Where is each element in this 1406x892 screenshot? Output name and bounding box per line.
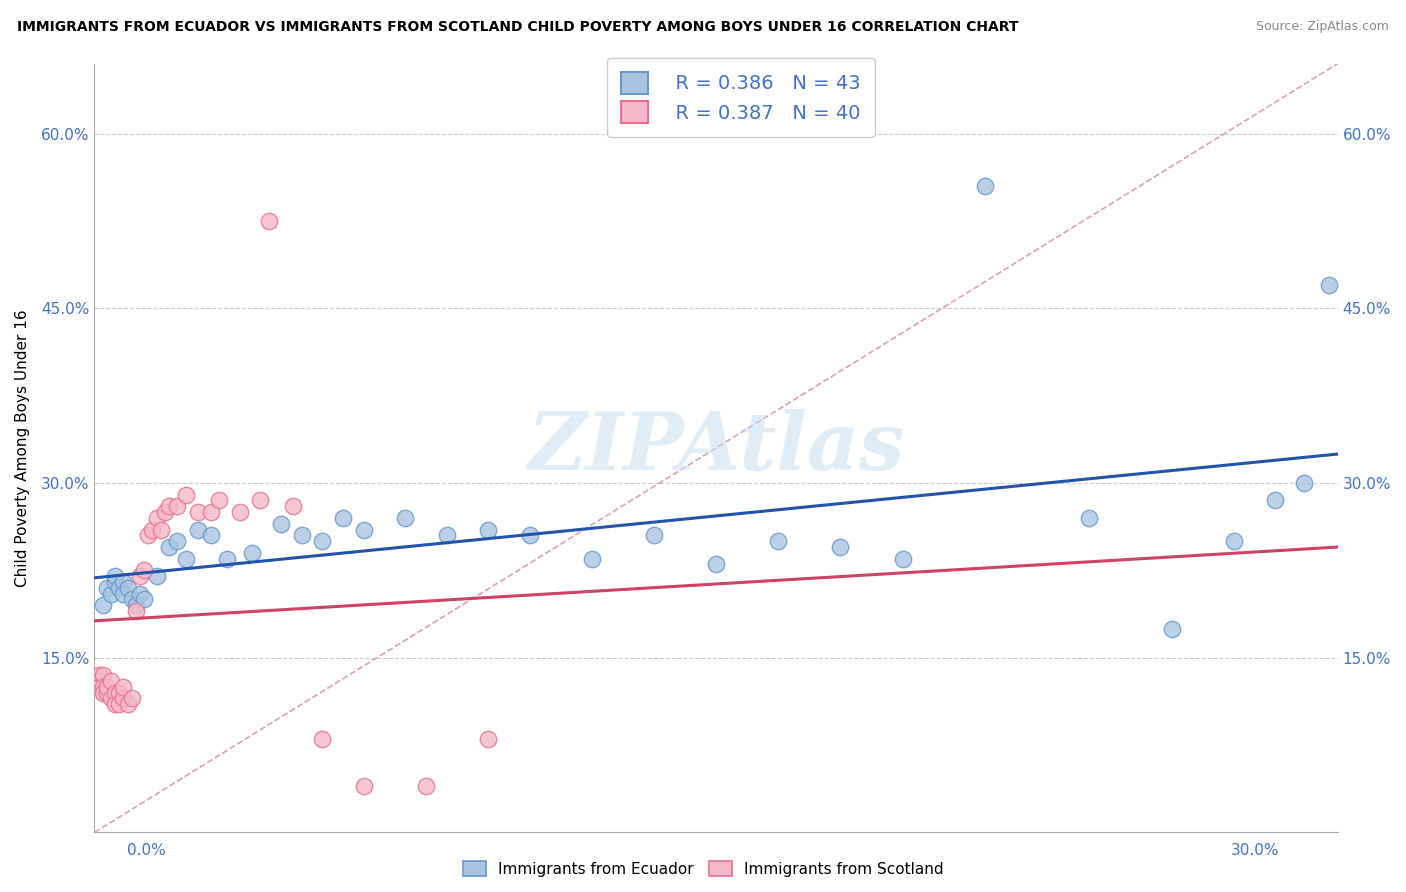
Point bbox=[157, 500, 180, 514]
Point bbox=[91, 599, 114, 613]
Point bbox=[1317, 277, 1340, 292]
Point bbox=[134, 592, 156, 607]
Point bbox=[108, 685, 131, 699]
Point bbox=[100, 586, 122, 600]
Point bbox=[138, 528, 160, 542]
Point bbox=[974, 178, 997, 193]
Point bbox=[830, 540, 852, 554]
Point bbox=[1078, 511, 1101, 525]
Point bbox=[257, 214, 280, 228]
Point bbox=[112, 574, 135, 589]
Point bbox=[1223, 534, 1246, 549]
Point bbox=[283, 500, 305, 514]
Point bbox=[153, 505, 176, 519]
Point bbox=[240, 546, 263, 560]
Point bbox=[104, 685, 127, 699]
Point bbox=[117, 581, 139, 595]
Point bbox=[96, 581, 118, 595]
Text: IMMIGRANTS FROM ECUADOR VS IMMIGRANTS FROM SCOTLAND CHILD POVERTY AMONG BOYS UND: IMMIGRANTS FROM ECUADOR VS IMMIGRANTS FR… bbox=[17, 20, 1018, 34]
Point bbox=[125, 599, 148, 613]
Point bbox=[91, 680, 114, 694]
Point bbox=[415, 779, 437, 793]
Point bbox=[766, 534, 789, 549]
Point bbox=[1160, 622, 1182, 636]
Point bbox=[353, 779, 375, 793]
Point bbox=[1264, 493, 1286, 508]
Point bbox=[477, 732, 499, 747]
Point bbox=[104, 574, 127, 589]
Text: 0.0%: 0.0% bbox=[127, 843, 166, 858]
Point bbox=[174, 551, 197, 566]
Point bbox=[187, 505, 209, 519]
Point bbox=[157, 540, 180, 554]
Point bbox=[108, 698, 131, 712]
Point bbox=[149, 523, 172, 537]
Point bbox=[187, 523, 209, 537]
Point bbox=[87, 668, 110, 682]
Point bbox=[519, 528, 541, 542]
Point bbox=[96, 680, 118, 694]
Point bbox=[125, 604, 148, 618]
Point bbox=[91, 685, 114, 699]
Point bbox=[704, 558, 727, 572]
Point bbox=[134, 563, 156, 577]
Point bbox=[174, 487, 197, 501]
Point bbox=[166, 534, 188, 549]
Point bbox=[141, 523, 163, 537]
Point bbox=[108, 581, 131, 595]
Point bbox=[581, 551, 603, 566]
Point bbox=[145, 511, 167, 525]
Point bbox=[112, 691, 135, 706]
Point bbox=[228, 505, 250, 519]
Point bbox=[270, 516, 292, 531]
Point bbox=[436, 528, 458, 542]
Point bbox=[217, 551, 239, 566]
Point bbox=[117, 698, 139, 712]
Point bbox=[87, 673, 110, 688]
Point bbox=[394, 511, 416, 525]
Point bbox=[96, 685, 118, 699]
Point bbox=[129, 586, 152, 600]
Point bbox=[100, 673, 122, 688]
Point bbox=[891, 551, 914, 566]
Point bbox=[104, 569, 127, 583]
Legend: Immigrants from Ecuador, Immigrants from Scotland: Immigrants from Ecuador, Immigrants from… bbox=[456, 853, 950, 884]
Point bbox=[166, 500, 188, 514]
Point bbox=[208, 493, 231, 508]
Point bbox=[87, 680, 110, 694]
Text: ZIPAtlas: ZIPAtlas bbox=[527, 409, 904, 487]
Text: 30.0%: 30.0% bbox=[1232, 843, 1279, 858]
Point bbox=[112, 586, 135, 600]
Legend:   R = 0.386   N = 43,   R = 0.387   N = 40: R = 0.386 N = 43, R = 0.387 N = 40 bbox=[607, 58, 875, 136]
Point bbox=[112, 680, 135, 694]
Point bbox=[1294, 475, 1316, 490]
Point bbox=[145, 569, 167, 583]
Point bbox=[104, 698, 127, 712]
Y-axis label: Child Poverty Among Boys Under 16: Child Poverty Among Boys Under 16 bbox=[15, 310, 30, 587]
Point bbox=[311, 534, 333, 549]
Text: Source: ZipAtlas.com: Source: ZipAtlas.com bbox=[1256, 20, 1389, 33]
Point bbox=[332, 511, 354, 525]
Point bbox=[643, 528, 665, 542]
Point bbox=[91, 668, 114, 682]
Point bbox=[121, 592, 143, 607]
Point bbox=[129, 569, 152, 583]
Point bbox=[200, 505, 222, 519]
Point bbox=[121, 691, 143, 706]
Point bbox=[249, 493, 271, 508]
Point bbox=[477, 523, 499, 537]
Point bbox=[353, 523, 375, 537]
Point bbox=[291, 528, 314, 542]
Point bbox=[100, 691, 122, 706]
Point bbox=[311, 732, 333, 747]
Point bbox=[200, 528, 222, 542]
